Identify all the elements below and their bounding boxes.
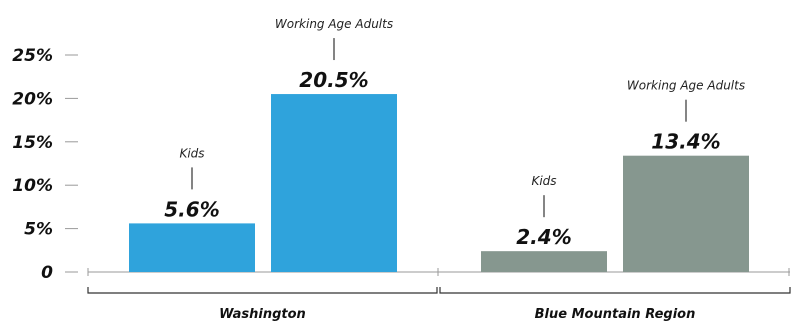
category-label: Kids (531, 174, 556, 188)
y-tick-label: 20% (12, 89, 53, 109)
data-label: 13.4% (651, 130, 720, 154)
data-label: 2.4% (516, 225, 571, 249)
y-tick-label: 0 (41, 263, 53, 283)
data-label: 5.6% (164, 197, 219, 221)
bar (481, 251, 607, 272)
data-label: 20.5% (299, 68, 368, 92)
bar (623, 155, 749, 272)
group-bracket (439, 287, 791, 294)
group-label: Blue Mountain Region (535, 307, 696, 322)
bar (129, 223, 255, 272)
bar-labels: 5.6% Kids 20.5% Working Age Adults 2.4% Kids 1… (164, 17, 745, 249)
category-label: Kids (179, 146, 204, 160)
group-label: Washington (219, 307, 306, 322)
category-label: Working Age Adults (275, 17, 393, 31)
group-bracket (87, 287, 438, 294)
bars (129, 94, 749, 272)
y-tick-label: 15% (12, 133, 53, 153)
bar (271, 94, 397, 272)
y-tick-label: 10% (12, 176, 53, 196)
y-tick-label: 25% (12, 46, 53, 66)
category-label: Working Age Adults (627, 79, 745, 93)
y-tick-label: 5% (24, 220, 53, 240)
group-labels: Washington Blue Mountain Region (87, 287, 791, 322)
